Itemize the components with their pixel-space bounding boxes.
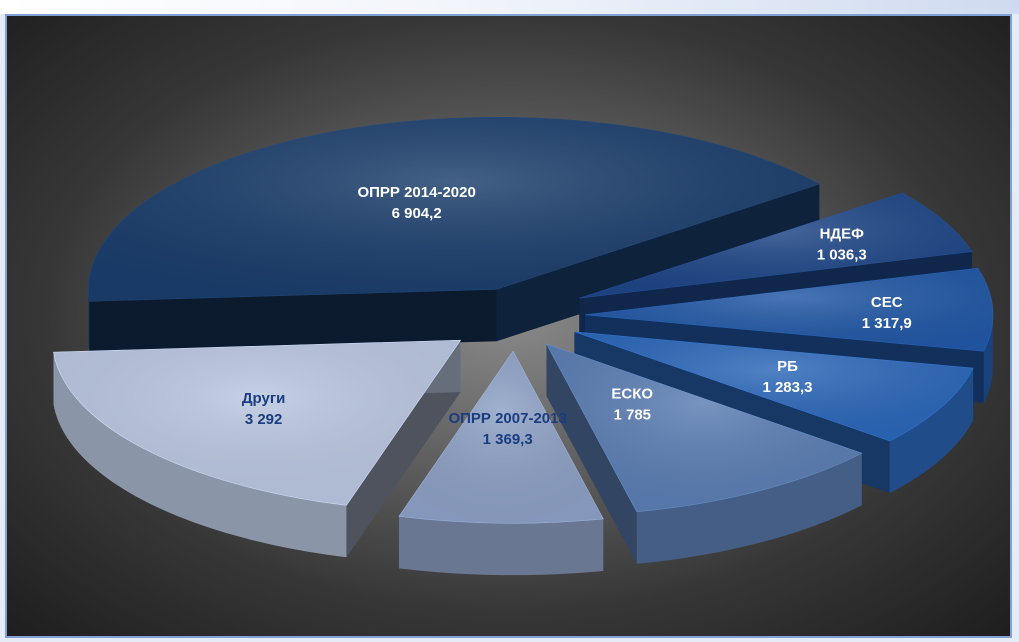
- pie-slice-highlight: [546, 344, 862, 512]
- pie-labels: ОПРР 2014-2020 6 904,2 НДЕФ 1 036,3 СЕС 1 317…: [242, 184, 912, 448]
- slice-label: СЕС: [871, 294, 903, 311]
- slice-value-label: 1 317,9: [862, 315, 912, 332]
- pie-slice-highlight: [398, 351, 604, 524]
- pie-slice-rim: [53, 352, 347, 558]
- pie-slice-highlight: [88, 117, 820, 302]
- slice-label: Други: [242, 390, 285, 407]
- pie-slice-rim: [636, 453, 862, 564]
- chart-area: ОПРР 2014-2020 6 904,2 НДЕФ 1 036,3 СЕС 1 317…: [5, 14, 1012, 638]
- pie-slice-wall: [346, 340, 461, 558]
- pie-slice-rim: [889, 368, 974, 493]
- slice-label: ЕСКО: [611, 386, 653, 403]
- slice-label: НДЕФ: [820, 226, 865, 243]
- pie-slice-highlight: [579, 193, 973, 299]
- pie-slice-rim: [983, 316, 993, 404]
- pie-slice-highlight: [53, 340, 461, 506]
- pie-slice-wall: [89, 289, 497, 354]
- pie-slice-highlight: [584, 268, 993, 352]
- pie-slice-wall: [546, 344, 637, 564]
- slice-value-label: 1 283,3: [762, 379, 812, 396]
- slice-label: ОПРР 2014-2020: [357, 184, 475, 201]
- slice-label: ОПРР 2007-2013: [448, 410, 566, 427]
- slide-title-bar: [0, 0, 1019, 14]
- slice-value-label: 1 036,3: [817, 247, 867, 264]
- pie-slice-highlight: [574, 331, 974, 441]
- pie-tops: [53, 116, 994, 524]
- pie-slice-wall: [496, 184, 820, 342]
- pie-slice-rim: [88, 292, 90, 354]
- pie-slice-rim: [398, 516, 604, 576]
- slice-value-label: 1 785: [613, 407, 651, 424]
- pie-chart: ОПРР 2014-2020 6 904,2 НДЕФ 1 036,3 СЕС 1 317…: [53, 116, 994, 576]
- slice-label: РБ: [777, 358, 798, 375]
- slice-value-label: 1 369,3: [483, 431, 533, 448]
- slice-value-label: 6 904,2: [392, 205, 442, 222]
- slice-value-label: 3 292: [245, 411, 283, 428]
